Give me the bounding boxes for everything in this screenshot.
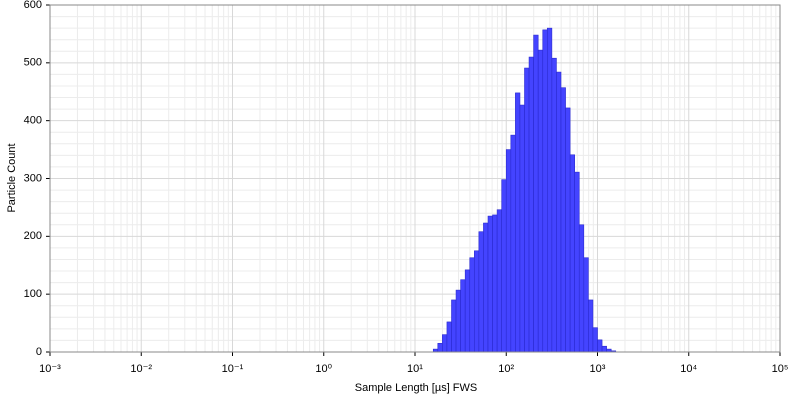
bar (542, 29, 548, 353)
x-tick-label: 10⁻³ (39, 363, 61, 375)
bar (560, 87, 566, 353)
y-tick-label: 200 (24, 230, 42, 242)
x-tick-label: 10² (498, 363, 514, 375)
bar (478, 231, 484, 353)
bar (442, 334, 448, 353)
bar (474, 250, 480, 353)
x-tick-label: 10⁰ (315, 363, 332, 375)
bar (592, 327, 598, 353)
bar (464, 269, 471, 353)
bar (446, 321, 452, 353)
bar (483, 222, 489, 353)
x-tick-label: 10⁻² (130, 363, 152, 375)
bar (547, 27, 553, 353)
x-tick-label: 10¹ (407, 363, 423, 375)
bar (519, 104, 525, 353)
bar (460, 279, 466, 353)
x-tick-label: 10⁴ (680, 363, 697, 375)
bar (437, 343, 443, 353)
y-axis-label: Particle Count (6, 143, 18, 212)
x-tick-label: 10⁻¹ (222, 363, 244, 375)
bar (597, 339, 603, 353)
bar (492, 214, 498, 353)
bar (537, 49, 544, 353)
y-tick-label: 0 (36, 346, 42, 358)
bar (578, 224, 585, 353)
bar (501, 179, 507, 353)
bar (469, 257, 475, 353)
bar (487, 215, 493, 353)
y-tick-label: 300 (24, 172, 42, 184)
bar (455, 289, 461, 353)
y-tick-label: 400 (24, 115, 42, 127)
bar (601, 345, 607, 353)
y-tick-label: 600 (24, 0, 42, 11)
x-tick-label: 10⁵ (772, 363, 789, 375)
bar (583, 257, 589, 353)
bar (505, 149, 512, 353)
y-tick-label: 500 (24, 57, 42, 69)
bar (496, 209, 502, 353)
bar (524, 67, 530, 353)
bar (451, 299, 457, 353)
plot-frame (49, 4, 781, 353)
x-tick-label: 10³ (590, 363, 606, 375)
bar (515, 92, 521, 353)
bar (565, 107, 571, 353)
bar (551, 57, 557, 353)
bar (528, 56, 534, 353)
bar (556, 71, 562, 353)
bar (588, 299, 594, 353)
bar (533, 34, 539, 353)
bar (569, 154, 575, 353)
bar (574, 171, 580, 353)
y-tick-label: 100 (24, 288, 42, 300)
bar (510, 134, 516, 353)
x-axis-label: Sample Length [µs] FWS (355, 382, 478, 394)
